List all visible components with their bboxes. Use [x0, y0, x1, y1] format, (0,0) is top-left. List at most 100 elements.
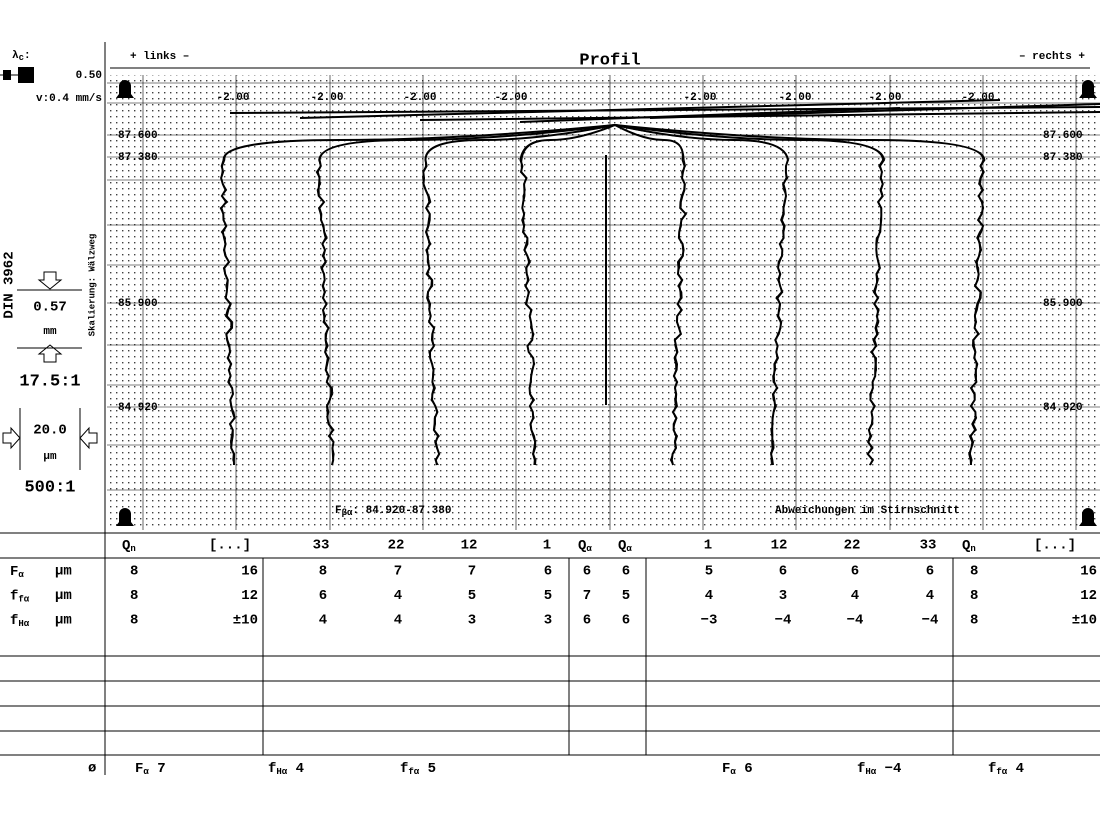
profile-traces — [219, 99, 1100, 466]
left-label: + links – — [130, 51, 189, 63]
value: 7 — [583, 588, 591, 604]
probe-icon — [1079, 80, 1097, 98]
cell-main: f — [10, 588, 18, 604]
value: 4 — [851, 588, 859, 604]
cell: Qα — [578, 538, 592, 555]
trace — [616, 124, 884, 466]
cell: Fα 7 — [135, 761, 166, 778]
cell-sub: n — [970, 544, 975, 554]
trace — [614, 124, 687, 466]
unit: µm — [55, 588, 72, 604]
value: 12 — [241, 588, 258, 604]
level-label-left: 85.900 — [118, 298, 158, 310]
value: 4 — [394, 588, 402, 604]
top-label: -2.00 — [778, 92, 811, 104]
value: 6 — [319, 588, 327, 604]
cell-main: f — [400, 761, 408, 777]
value: 6 — [622, 564, 630, 580]
trace — [422, 124, 616, 466]
trace — [613, 124, 789, 466]
unit1: mm — [43, 326, 57, 338]
cell-value: 6 — [736, 761, 753, 777]
cell-sub: α — [143, 767, 149, 777]
footer-symbol: ø — [88, 761, 96, 777]
value: ±10 — [233, 613, 258, 629]
cell: [...] — [209, 538, 251, 554]
scale2: 20.0 — [33, 423, 67, 439]
cell: Fα 6 — [722, 761, 753, 778]
value: −3 — [701, 613, 718, 629]
level-label-right: 85.900 — [1043, 298, 1083, 310]
value: 6 — [583, 613, 591, 629]
value: −4 — [775, 613, 792, 629]
value: 4 — [394, 613, 402, 629]
cell-sub: α — [18, 570, 24, 580]
ratio2: 500:1 — [24, 478, 75, 497]
value: 5 — [468, 588, 476, 604]
value: 8 — [130, 588, 138, 604]
value: 4 — [705, 588, 713, 604]
top-label: -2.00 — [310, 92, 343, 104]
trace — [315, 124, 616, 466]
value: 3 — [544, 613, 552, 629]
value: 4 — [319, 613, 327, 629]
value: 6 — [544, 564, 552, 580]
value: 6 — [622, 613, 630, 629]
cell: 12 — [461, 538, 478, 554]
probe-icon — [1079, 508, 1097, 526]
value: −4 — [922, 613, 939, 629]
lambda-colon: : — [24, 50, 31, 62]
cell-sub: fα — [996, 767, 1007, 777]
major-grid — [107, 75, 1100, 530]
value: 6 — [583, 564, 591, 580]
probe-icon — [116, 80, 134, 98]
level-label-left: 87.600 — [118, 130, 158, 142]
value: 8 — [130, 564, 138, 580]
cell: 1 — [704, 538, 712, 554]
value: 6 — [851, 564, 859, 580]
cell: fHα — [10, 613, 30, 630]
cell-sub: α — [626, 544, 632, 554]
cell-value: 4 — [1007, 761, 1024, 777]
cell: 12 — [771, 538, 788, 554]
unit2: µm — [43, 451, 57, 463]
value: −4 — [847, 613, 864, 629]
cell-sub: fα — [408, 767, 419, 777]
cell: ffα — [10, 588, 30, 605]
cell-value: 5 — [419, 761, 436, 777]
trace-line — [649, 103, 1100, 119]
lambda-value: 0.50 — [76, 70, 102, 82]
cell: Qn — [962, 538, 976, 555]
cell-sub: n — [130, 544, 135, 554]
cell-sub: Hα — [18, 619, 29, 629]
cell-main: Q — [618, 538, 626, 554]
speed: v:0.4 mm/s — [36, 93, 102, 105]
table-lines — [0, 532, 1100, 756]
ratio1: 17.5:1 — [19, 372, 80, 391]
plot-grid — [107, 75, 1100, 530]
cell: 22 — [388, 538, 405, 554]
cell-main: f — [857, 761, 865, 777]
value: 6 — [779, 564, 787, 580]
cell-value: 4 — [287, 761, 304, 777]
value: 6 — [926, 564, 934, 580]
value: 8 — [970, 564, 978, 580]
top-label: -2.00 — [494, 92, 527, 104]
cell-main: f — [988, 761, 996, 777]
value: 4 — [926, 588, 934, 604]
top-label: -2.00 — [403, 92, 436, 104]
cell: 22 — [844, 538, 861, 554]
value: 8 — [970, 613, 978, 629]
range-note: Fβα: 84.920-87.380 — [335, 505, 451, 518]
cell-sub: fα — [18, 595, 29, 605]
level-label-right: 84.920 — [1043, 402, 1083, 414]
unit: µm — [55, 564, 72, 580]
scaling: Skalierung: Wälzweg — [87, 234, 97, 337]
value: 16 — [1080, 564, 1097, 580]
cell-value: −4 — [876, 761, 901, 777]
probe-icon — [116, 508, 134, 526]
value: 8 — [319, 564, 327, 580]
cell-main: F — [135, 761, 143, 777]
top-label: -2.00 — [961, 92, 994, 104]
